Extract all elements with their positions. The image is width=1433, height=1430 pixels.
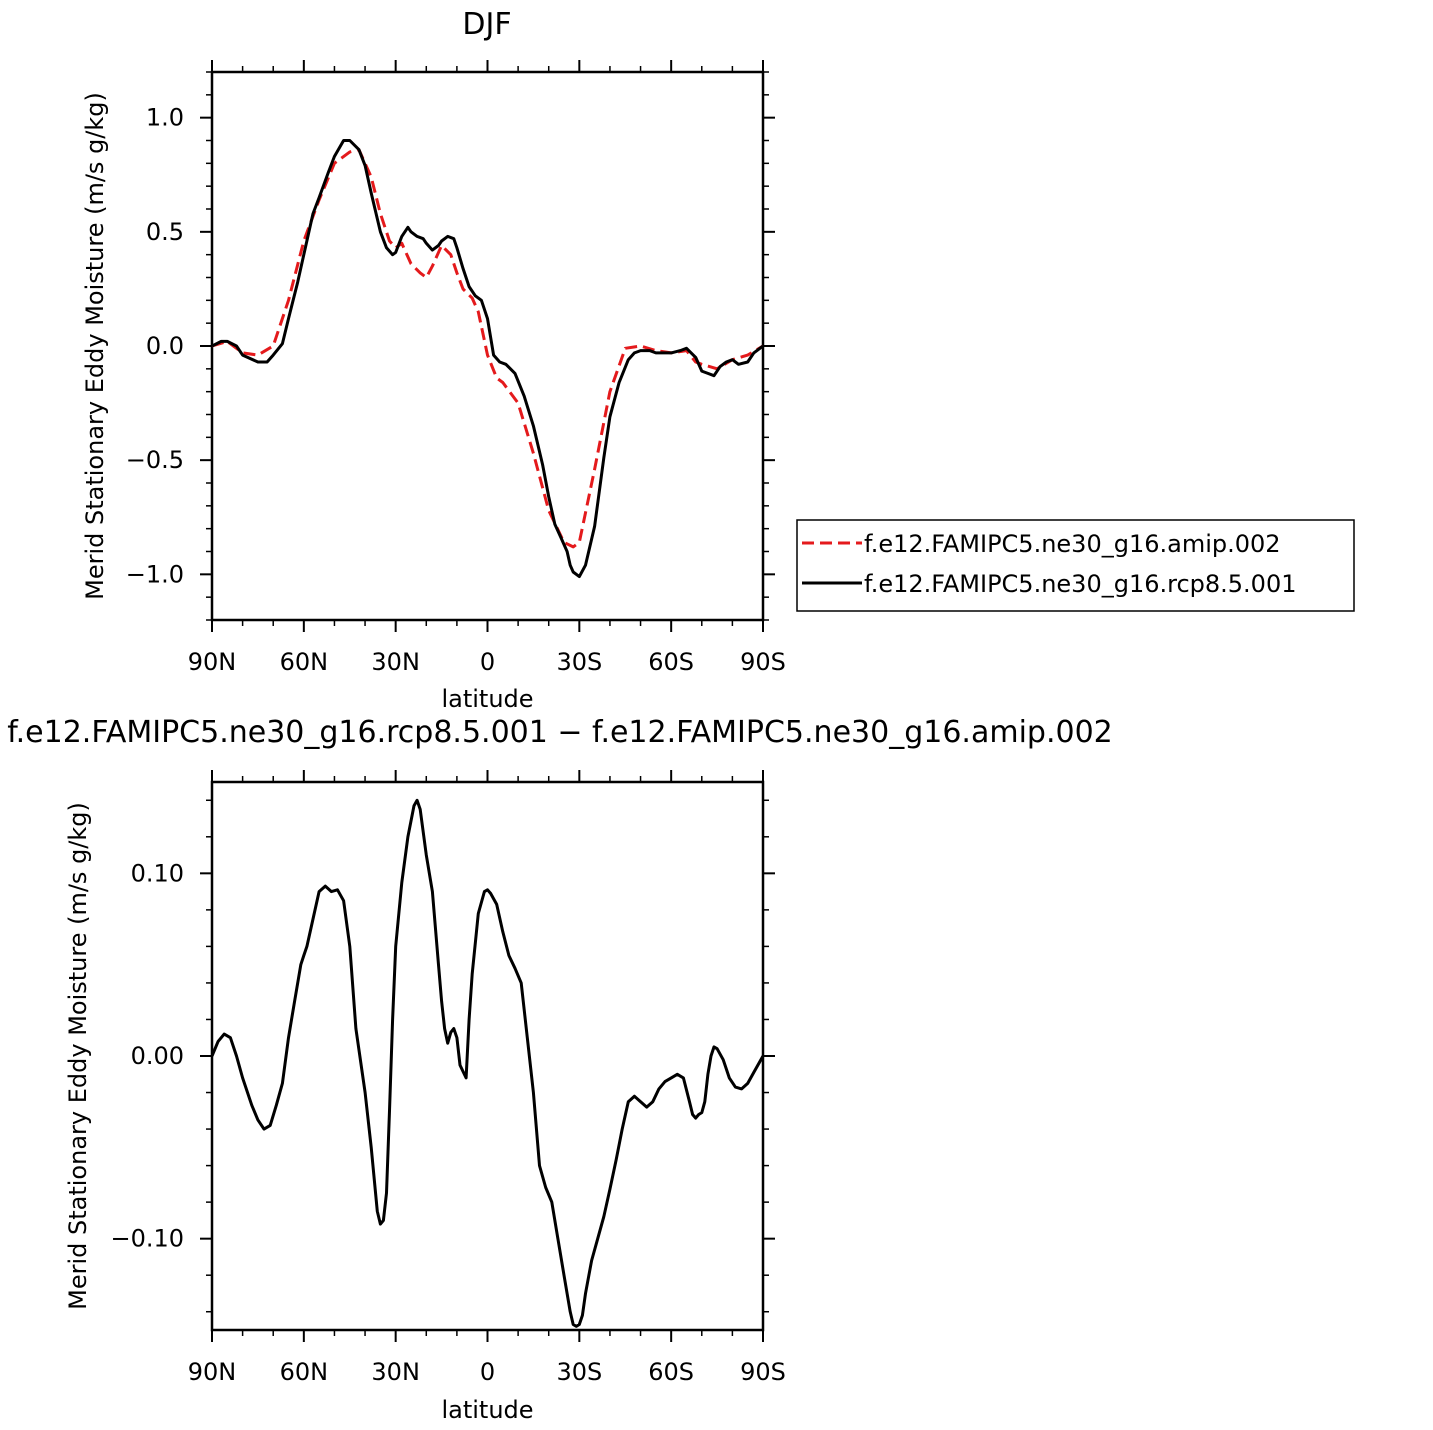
x-axis-label: latitude	[441, 685, 533, 713]
y-tick-label: 0.5	[146, 218, 184, 246]
x-axis-label: latitude	[441, 1396, 533, 1424]
series-line-1	[212, 798, 763, 1328]
series-line-1	[212, 148, 763, 549]
y-tick-label: 0.00	[131, 1042, 184, 1070]
x-tick-label: 90N	[188, 1358, 237, 1386]
plot-frame	[210, 780, 765, 1332]
chart-panel-1: DJF Merid Stationary Eddy Moisture (m/s g…	[81, 7, 1355, 713]
x-tick-label: 90S	[740, 1358, 786, 1386]
plot-frame	[210, 70, 765, 622]
x-tick-label: 60S	[648, 1358, 694, 1386]
legend: f.e12.FAMIPC5.ne30_g16.amip.002 f.e12.FAM…	[796, 519, 1355, 612]
x-tick-label: 90S	[740, 648, 786, 676]
x-tick-label: 30S	[556, 648, 602, 676]
y-tick-label: −1.0	[126, 560, 184, 588]
chart-title: DJF	[462, 7, 511, 42]
y-axis-label: Merid Stationary Eddy Moisture (m/s g/kg…	[81, 92, 109, 600]
y-tick-label: −0.5	[126, 446, 184, 474]
chart-title: f.e12.FAMIPC5.ne30_g16.rcp8.5.001 − f.e1…	[7, 715, 1113, 750]
x-tick-label: 60S	[648, 648, 694, 676]
x-tick-label: 60N	[280, 1358, 329, 1386]
y-tick-label: 1.0	[146, 104, 184, 132]
x-tick-label: 60N	[280, 648, 329, 676]
x-tick-label: 90N	[188, 648, 237, 676]
x-tick-label: 30N	[371, 1358, 420, 1386]
chart-panel-2: f.e12.FAMIPC5.ne30_g16.rcp8.5.001 − f.e1…	[7, 715, 1113, 1424]
legend-label: f.e12.FAMIPC5.ne30_g16.rcp8.5.001	[864, 570, 1297, 598]
x-tick-label: 30N	[371, 648, 420, 676]
legend-label: f.e12.FAMIPC5.ne30_g16.amip.002	[864, 530, 1281, 558]
y-tick-label: 0.0	[146, 332, 184, 360]
x-tick-label: 30S	[556, 1358, 602, 1386]
legend-box	[796, 519, 1355, 612]
x-tick-label: 0	[480, 1358, 495, 1386]
y-tick-label: −0.10	[110, 1225, 184, 1253]
series-line-2	[212, 139, 763, 579]
y-axis-label: Merid Stationary Eddy Moisture (m/s g/kg…	[64, 802, 92, 1310]
x-tick-label: 0	[480, 648, 495, 676]
y-tick-label: 0.10	[131, 859, 184, 887]
